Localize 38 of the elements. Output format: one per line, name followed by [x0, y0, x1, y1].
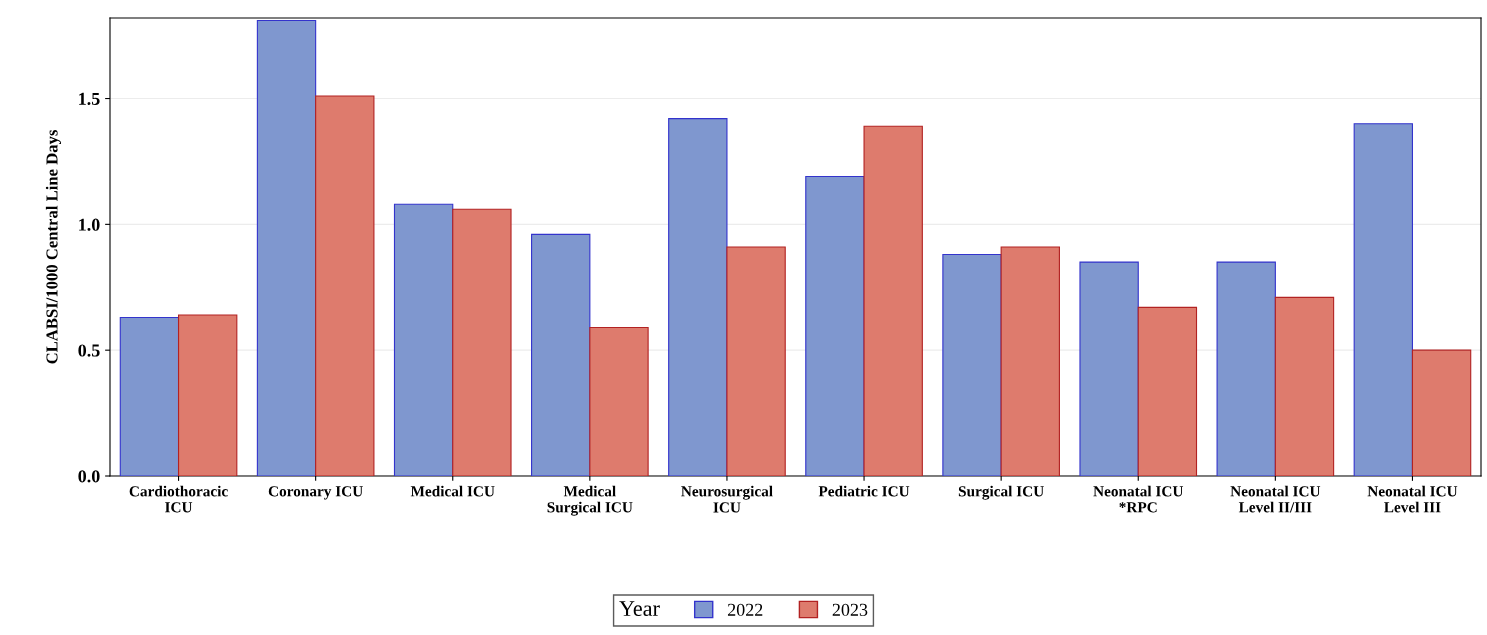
bar — [531, 233, 591, 476]
y-axis-title: CLABSI/1000 Central Line Days — [45, 130, 62, 364]
bar — [589, 326, 649, 476]
bar — [668, 118, 728, 476]
x-tick-label: Pediatric ICU — [818, 485, 910, 497]
bar — [119, 316, 180, 476]
bar — [452, 208, 512, 476]
x-tick-label: Neurosurgical ICU — [681, 485, 773, 513]
bar — [393, 203, 454, 476]
y-tick-label: 0.0 — [78, 470, 100, 483]
x-tick-label: Neonatal ICU Level III — [1367, 485, 1458, 513]
bar — [863, 125, 923, 476]
x-tick-label: Neonatal ICU Level II/III — [1230, 485, 1321, 513]
x-tick-label: Neonatal ICU *RPC — [1093, 485, 1184, 513]
bar — [1411, 349, 1472, 476]
bar — [1079, 261, 1139, 476]
bar — [177, 314, 238, 476]
bar — [805, 175, 865, 476]
x-tick-label: Surgical ICU — [958, 485, 1044, 500]
legend-label: 2023 — [832, 603, 868, 616]
bar — [256, 19, 317, 476]
y-tick-label: 0.5 — [78, 344, 100, 357]
bar — [1353, 123, 1414, 476]
x-tick-label: Medical Surgical ICU — [547, 485, 633, 516]
bar — [1274, 296, 1335, 476]
legend-label: 2022 — [727, 603, 763, 616]
bar — [315, 95, 375, 476]
bar — [1216, 261, 1276, 476]
x-tick-label: Medical ICU — [410, 485, 495, 497]
bar — [1137, 306, 1198, 476]
bar — [726, 246, 786, 476]
x-tick-label: Coronary ICU — [268, 486, 363, 500]
y-tick-label: 1.0 — [79, 218, 100, 231]
bar — [942, 253, 1002, 476]
y-tick-label: 1.5 — [79, 92, 100, 106]
x-tick-label: Cardiothoracic ICU — [129, 485, 228, 513]
bar — [1000, 246, 1060, 476]
legend-title: Year — [619, 601, 660, 617]
